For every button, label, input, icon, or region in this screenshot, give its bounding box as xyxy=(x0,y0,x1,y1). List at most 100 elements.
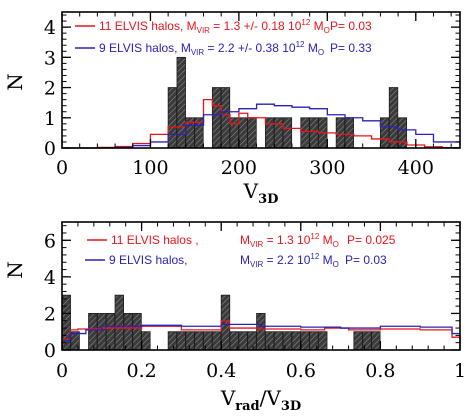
histogram-bar xyxy=(300,117,310,149)
legend-text-part: M xyxy=(319,233,332,247)
legend-text-part: rad xyxy=(235,399,259,414)
x-tick-label: 400 xyxy=(398,157,434,179)
legend-entry: 9 ELVIS halos, xyxy=(109,253,188,267)
histogram-bar xyxy=(353,331,363,351)
legend-text-part: V xyxy=(220,386,236,410)
x-axis-label: V3D xyxy=(243,179,279,207)
histogram-bar xyxy=(256,313,266,351)
legend-text-part: VIR xyxy=(250,240,264,249)
y-axis-label: N xyxy=(3,73,27,91)
histogram-bar xyxy=(397,117,408,149)
histogram-bar xyxy=(273,117,284,149)
histogram-bar xyxy=(238,331,248,351)
histogram-bar xyxy=(220,294,231,351)
x-tick-label: 0 xyxy=(56,157,68,179)
histogram-bar xyxy=(211,87,222,149)
x-tick-label: 0.6 xyxy=(286,360,316,382)
y-axis-label: N xyxy=(3,261,27,279)
legend-text-part: O xyxy=(333,260,339,269)
x-tick-label: 0.8 xyxy=(365,360,395,382)
x-tick-label: 200 xyxy=(221,157,257,179)
legend-text-part: 3D xyxy=(258,192,278,207)
legend-pvalue: P= 0.025 xyxy=(347,233,396,247)
histogram-bar xyxy=(211,331,222,351)
legend-text-part: M xyxy=(181,41,191,55)
legend-text-part: = 2.2 10 xyxy=(263,253,310,267)
histogram-bar xyxy=(247,117,257,149)
legend-text-part: = 1.3 10 xyxy=(263,233,310,247)
legend-text-part: 9 ELVIS halos, xyxy=(109,253,188,267)
legend-text-part: 9 ELVIS halos, xyxy=(99,41,178,55)
plot-frame xyxy=(61,221,461,351)
histogram-bar xyxy=(265,117,275,149)
x-tick-label: 300 xyxy=(309,157,345,179)
histogram-bar xyxy=(379,117,390,149)
histogram-bar xyxy=(291,331,301,351)
legend-text-part: = 1.3 +/- 0.18 10 xyxy=(210,19,302,33)
legend-text-part: 12 xyxy=(301,18,310,27)
y-tick-label: 2 xyxy=(44,303,56,325)
histogram-bar xyxy=(105,313,116,351)
legend-text-part: M xyxy=(310,19,323,33)
histogram-bar xyxy=(238,117,248,149)
y-tick-label: 4 xyxy=(44,267,56,289)
legend-text-part: O xyxy=(333,240,339,249)
legend-text-part: O xyxy=(318,48,324,57)
legend-text-part: 12 xyxy=(296,40,305,49)
legend-text-part: VIR xyxy=(250,260,264,269)
blue-series-line xyxy=(62,323,461,342)
y-tick-label: 2 xyxy=(44,78,56,100)
legend-entry: 9 ELVIS halos, MVIR = 2.2 +/- 0.38 1012 … xyxy=(99,40,324,57)
legend-text-part: 11 ELVIS halos, xyxy=(99,19,183,33)
histogram-bar xyxy=(265,331,275,351)
histogram-bar xyxy=(167,87,178,149)
x-tick-label: 0 xyxy=(56,360,68,382)
histogram-bar xyxy=(114,294,124,351)
legend-text-part: M xyxy=(240,253,250,267)
legend-text-part: M xyxy=(187,19,197,33)
legend-text-part: VIR xyxy=(197,26,211,35)
red-series-line xyxy=(62,98,461,149)
y-tick-label: 3 xyxy=(44,47,56,69)
x-tick-label: 1 xyxy=(454,360,466,382)
legend-entry: 11 ELVIS halos, MVIR = 1.3 +/- 0.18 1012… xyxy=(99,18,330,35)
histogram-bar xyxy=(318,331,328,351)
histogram-bar xyxy=(309,117,319,149)
histogram-bar xyxy=(176,331,186,351)
legend-pvalue: P= 0.03 xyxy=(330,19,372,33)
legend-text-part: 12 xyxy=(310,252,319,261)
legend-text-part: V xyxy=(243,179,259,203)
histogram-bar xyxy=(300,331,310,351)
legend-text-part: M xyxy=(319,253,332,267)
y-tick-label: 4 xyxy=(44,17,56,39)
histogram-bar xyxy=(141,331,151,351)
x-tick-label: 100 xyxy=(132,157,168,179)
y-tick-label: 0 xyxy=(44,138,56,160)
histogram-bar xyxy=(132,313,142,351)
histogram-bar xyxy=(61,294,71,351)
legend-mass: MVIR = 2.2 1012 MO xyxy=(240,252,339,269)
histogram-bar xyxy=(123,313,133,351)
legend-text-part: /V xyxy=(260,386,282,410)
bottom-histogram-panel: 0 0.2 0.4 0.6 0.8 1 0 2 4 6N Vrad/V3D 11 ELVIS halo… xyxy=(3,221,466,414)
legend-text-part: = 2.2 +/- 0.38 10 xyxy=(204,41,296,55)
legend-text-part: 11 ELVIS halos , xyxy=(111,233,199,247)
legend-mass: MVIR = 1.3 1012 MO xyxy=(240,232,339,249)
legend-text-part: M xyxy=(240,233,250,247)
histogram-bar xyxy=(371,331,381,351)
histogram-bar xyxy=(335,117,346,149)
legend-text-part: M xyxy=(305,41,318,55)
histogram-bar xyxy=(229,117,239,149)
histogram-bar xyxy=(96,313,107,351)
histogram-bar xyxy=(194,331,204,351)
histogram-bar xyxy=(88,313,98,351)
blue-series-line xyxy=(62,103,461,149)
plot-frame xyxy=(61,11,461,149)
histogram-bar xyxy=(344,117,354,149)
histogram-bar xyxy=(273,331,284,351)
x-tick-label: 0.4 xyxy=(206,360,236,382)
y-tick-label: 1 xyxy=(44,108,56,130)
histogram-bar xyxy=(185,331,195,351)
legend-text-part: 12 xyxy=(310,232,319,241)
